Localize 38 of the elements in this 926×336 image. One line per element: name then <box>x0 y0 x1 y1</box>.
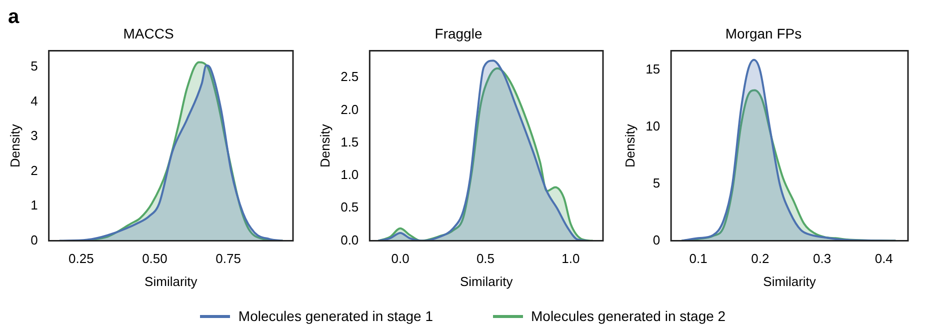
x-tick-label: 0.3 <box>812 251 832 266</box>
y-axis-title: Density <box>7 124 22 168</box>
y-tick-label: 0 <box>30 232 38 248</box>
y-tick-label: 2 <box>30 162 38 178</box>
y-tick-label: 5 <box>652 175 660 190</box>
y-tick-label: 0 <box>652 232 660 248</box>
text: a <box>8 6 20 29</box>
x-tick-label: 0.5 <box>476 251 495 266</box>
y-tick-label: 0.0 <box>340 232 359 248</box>
y-tick-label: 15 <box>646 61 660 76</box>
y-tick-label: 4 <box>30 93 38 108</box>
x-axis-title: Similarity <box>144 274 198 289</box>
x-axis-title: Similarity <box>460 274 514 289</box>
x-tick-label: 0.4 <box>874 251 893 266</box>
legend-label: Molecules generated in stage 1 <box>238 308 433 324</box>
y-tick-label: 3 <box>30 128 38 144</box>
x-tick-label: 1.0 <box>562 251 580 266</box>
y-tick-label: 1.0 <box>340 167 359 182</box>
x-tick-label: 0.75 <box>216 251 241 266</box>
chart-title: Morgan FPs <box>725 25 802 42</box>
y-tick-label: 10 <box>646 118 660 134</box>
y-axis-title: Density <box>317 124 332 168</box>
chart-title: Fraggle <box>434 25 482 42</box>
x-tick-label: 0.1 <box>689 251 708 266</box>
x-tick-label: 0.25 <box>68 251 94 266</box>
x-tick-label: 0.2 <box>751 251 770 266</box>
y-tick-label: 0.5 <box>340 200 359 215</box>
y-tick-label: 2.0 <box>340 102 359 117</box>
y-tick-label: 1 <box>30 198 38 213</box>
y-tick-label: 5 <box>30 58 38 74</box>
legend-label: Molecules generated in stage 2 <box>531 308 726 324</box>
y-tick-label: 2.5 <box>340 69 359 84</box>
x-tick-label: 0.0 <box>391 251 410 266</box>
y-axis-title: Density <box>622 124 638 168</box>
x-axis-title: Similarity <box>763 274 816 289</box>
chart-title: MACCS <box>123 25 174 42</box>
y-tick-label: 1.5 <box>340 134 359 150</box>
x-tick-label: 0.50 <box>142 251 168 266</box>
